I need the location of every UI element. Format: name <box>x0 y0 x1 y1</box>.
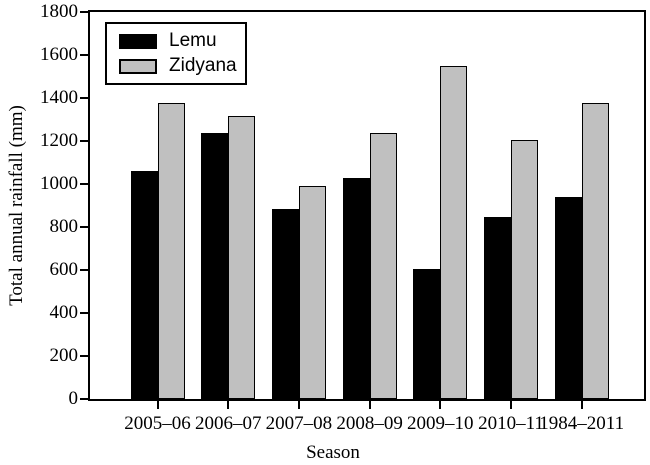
y-tick-label: 800 <box>49 216 79 237</box>
bar-lemu-2009-10 <box>413 268 441 399</box>
x-tick <box>510 401 512 409</box>
legend-item-lemu: Lemu <box>119 31 237 51</box>
y-tick <box>80 140 88 142</box>
bar-zidyana-2007-08 <box>298 186 326 399</box>
x-tick-label: 2007–08 <box>265 413 333 434</box>
lemu-swatch <box>119 33 157 49</box>
y-tick <box>80 398 88 400</box>
legend-label-zidyana: Zidyana <box>169 55 237 76</box>
y-tick-label: 400 <box>49 302 79 323</box>
y-tick-label: 1000 <box>40 173 78 194</box>
y-tick <box>80 312 88 314</box>
x-tick-label: 2008–09 <box>336 413 403 434</box>
x-tick-label: 2009–10 <box>407 413 474 434</box>
legend-label-lemu: Lemu <box>169 30 217 51</box>
bar-lemu-2007-08 <box>271 208 299 399</box>
bar-zidyana-2010-11 <box>511 139 538 399</box>
bar-zidyana-2006-07 <box>228 116 256 399</box>
bar-zidyana-2005-06 <box>157 103 185 399</box>
x-tick <box>439 401 442 409</box>
x-tick <box>297 401 300 409</box>
bar-lemu-2008-09 <box>342 177 370 399</box>
plot-area <box>88 10 646 401</box>
y-tick-label: 1400 <box>40 87 78 108</box>
y-tick <box>80 97 88 99</box>
bar-zidyana-2009-10 <box>440 65 468 399</box>
x-tick <box>580 401 583 409</box>
y-tick <box>80 183 88 185</box>
bar-lemu-2006-07 <box>201 133 229 399</box>
x-tick <box>156 401 159 409</box>
bar-lemu-1984-2011 <box>554 196 582 399</box>
y-tick <box>80 54 88 56</box>
legend-item-zidyana: Zidyana <box>119 56 237 76</box>
y-tick-label: 600 <box>49 259 79 280</box>
y-tick-label: 1800 <box>40 1 78 22</box>
x-tick-label: 2005–06 <box>124 413 191 434</box>
y-tick <box>80 355 88 357</box>
zidyana-swatch <box>119 58 157 74</box>
y-tick-label: 1200 <box>40 130 78 151</box>
y-tick <box>80 269 88 271</box>
legend: Lemu Zidyana <box>105 22 247 85</box>
x-tick <box>368 401 371 409</box>
bar-zidyana-2008-09 <box>369 133 397 399</box>
y-tick-label: 200 <box>49 345 79 366</box>
y-axis-title: Total annual rainfall (mm) <box>6 105 27 306</box>
bar-zidyana-1984-2011 <box>581 103 609 399</box>
x-axis-title: Season <box>306 442 360 463</box>
x-tick-label: 2010–11 <box>478 413 544 434</box>
x-tick <box>227 401 230 409</box>
y-tick-label: 1600 <box>40 44 78 65</box>
y-tick <box>80 11 88 13</box>
x-tick-label: 1984–2011 <box>539 413 625 434</box>
bar-lemu-2005-06 <box>130 171 158 399</box>
x-tick-label: 2006–07 <box>194 413 262 434</box>
y-tick <box>80 226 88 228</box>
bar-lemu-2010-11 <box>484 217 511 399</box>
y-tick-label: 0 <box>68 388 79 409</box>
